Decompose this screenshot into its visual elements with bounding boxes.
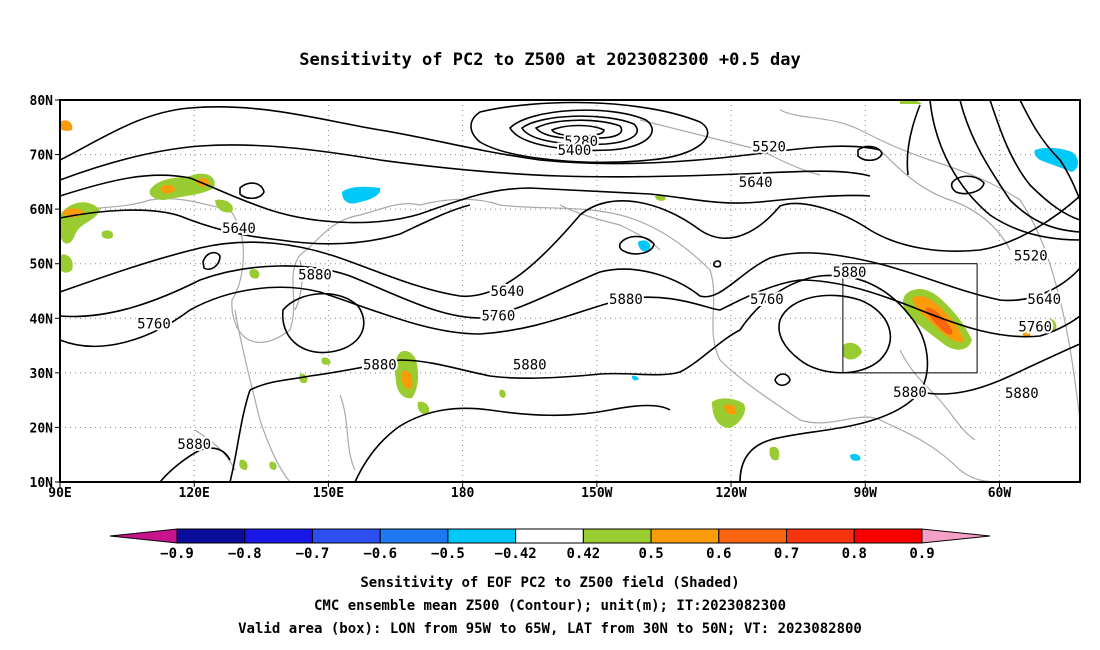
colorbar-swatch <box>650 528 720 544</box>
colorbar-label: −0.8 <box>228 546 262 562</box>
contour-label: 5640 <box>1027 292 1061 308</box>
contour-label: 5880 <box>893 385 927 401</box>
lon-label: 150W <box>581 486 612 501</box>
contour-label: 5880 <box>298 268 332 284</box>
colorbar-label: −0.5 <box>431 546 465 562</box>
contour-label: 5760 <box>750 292 784 308</box>
contour-label: 5760 <box>137 317 171 333</box>
colorbar-label: 0.42 <box>567 546 601 562</box>
colorbar-label: 0.7 <box>774 546 799 562</box>
colorbar-swatch <box>176 528 246 544</box>
colorbar-swatch <box>311 528 381 544</box>
contour-label: 5760 <box>482 309 516 325</box>
colorbar-label: 0.8 <box>842 546 867 562</box>
lon-label: 90E <box>48 486 71 501</box>
map-frame <box>59 99 1081 483</box>
z500-contours <box>59 99 1081 483</box>
colorbar-label: −0.6 <box>363 546 397 562</box>
colorbar-swatch <box>379 528 449 544</box>
map-title: Sensitivity of PC2 to Z500 at 2023082300… <box>299 50 801 70</box>
sensitivity-shading <box>60 99 1078 470</box>
lon-label: 120E <box>179 486 210 501</box>
contour-label: 5880 <box>363 358 397 374</box>
contour-label: 5400 <box>558 143 592 159</box>
colorbar-label: −0.9 <box>160 546 194 562</box>
colorbar-swatch <box>515 528 584 544</box>
contour-label: 5520 <box>1014 249 1048 265</box>
lon-label: 120W <box>715 486 746 501</box>
colorbar-high-triangle <box>921 528 991 544</box>
colorbar-swatch <box>582 528 652 544</box>
lat-label: 20N <box>30 421 54 436</box>
lat-label: 50N <box>30 258 54 273</box>
contour-label: 5640 <box>739 175 773 191</box>
colorbar-label: −0.42 <box>495 546 537 562</box>
caption-shading: Sensitivity of EOF PC2 to Z500 field (Sh… <box>360 575 740 591</box>
contour-label: 5880 <box>177 437 211 453</box>
lat-label: 40N <box>30 312 54 327</box>
lon-label: 180 <box>451 486 475 501</box>
lon-label: 150E <box>313 486 344 501</box>
caption-valid-area: Valid area (box): LON from 95W to 65W, L… <box>238 621 862 637</box>
colorbar-swatch <box>244 528 313 544</box>
contour-label: 5280 <box>564 134 598 150</box>
lat-label: 10N <box>30 476 54 491</box>
colorbar-low-triangle <box>109 528 178 544</box>
lat-axis-labels: 80N 70N 60N 50N 40N 30N 20N 10N <box>30 94 60 491</box>
contour-label: 5880 <box>609 292 643 308</box>
colorbar: −0.9 −0.8 −0.7 −0.6 −0.5 −0.42 0.42 0.5 0.6 0.7 0.… <box>109 528 991 562</box>
contour-label: 5760 <box>1018 319 1052 335</box>
contour-label: 5640 <box>491 284 525 300</box>
contour-label: 5880 <box>1005 386 1039 402</box>
contour-label: 5880 <box>833 265 867 281</box>
lon-label: 60W <box>988 486 1012 501</box>
colorbar-swatch <box>853 528 923 544</box>
caption-contour: CMC ensemble mean Z500 (Contour); unit(m… <box>313 598 786 614</box>
contour-label: 5520 <box>752 139 786 155</box>
colorbar-swatch <box>786 528 855 544</box>
colorbar-label: 0.9 <box>909 546 934 562</box>
lat-label: 30N <box>30 367 54 382</box>
lat-label: 60N <box>30 203 54 218</box>
colorbar-label: 0.5 <box>638 546 663 562</box>
lat-label: 70N <box>30 149 54 164</box>
colorbar-label: 0.6 <box>706 546 731 562</box>
colorbar-swatch <box>718 528 788 544</box>
lat-label: 80N <box>30 94 54 109</box>
contour-label: 5880 <box>513 358 547 374</box>
lon-axis-labels: 90E 120E 150E 180 150W 120W 90W 60W <box>48 482 1011 501</box>
colorbar-swatch <box>447 528 517 544</box>
lon-label: 90W <box>854 486 878 501</box>
contour-label: 5640 <box>222 221 256 237</box>
valid-area-box <box>842 263 978 374</box>
colorbar-label: −0.7 <box>296 546 330 562</box>
